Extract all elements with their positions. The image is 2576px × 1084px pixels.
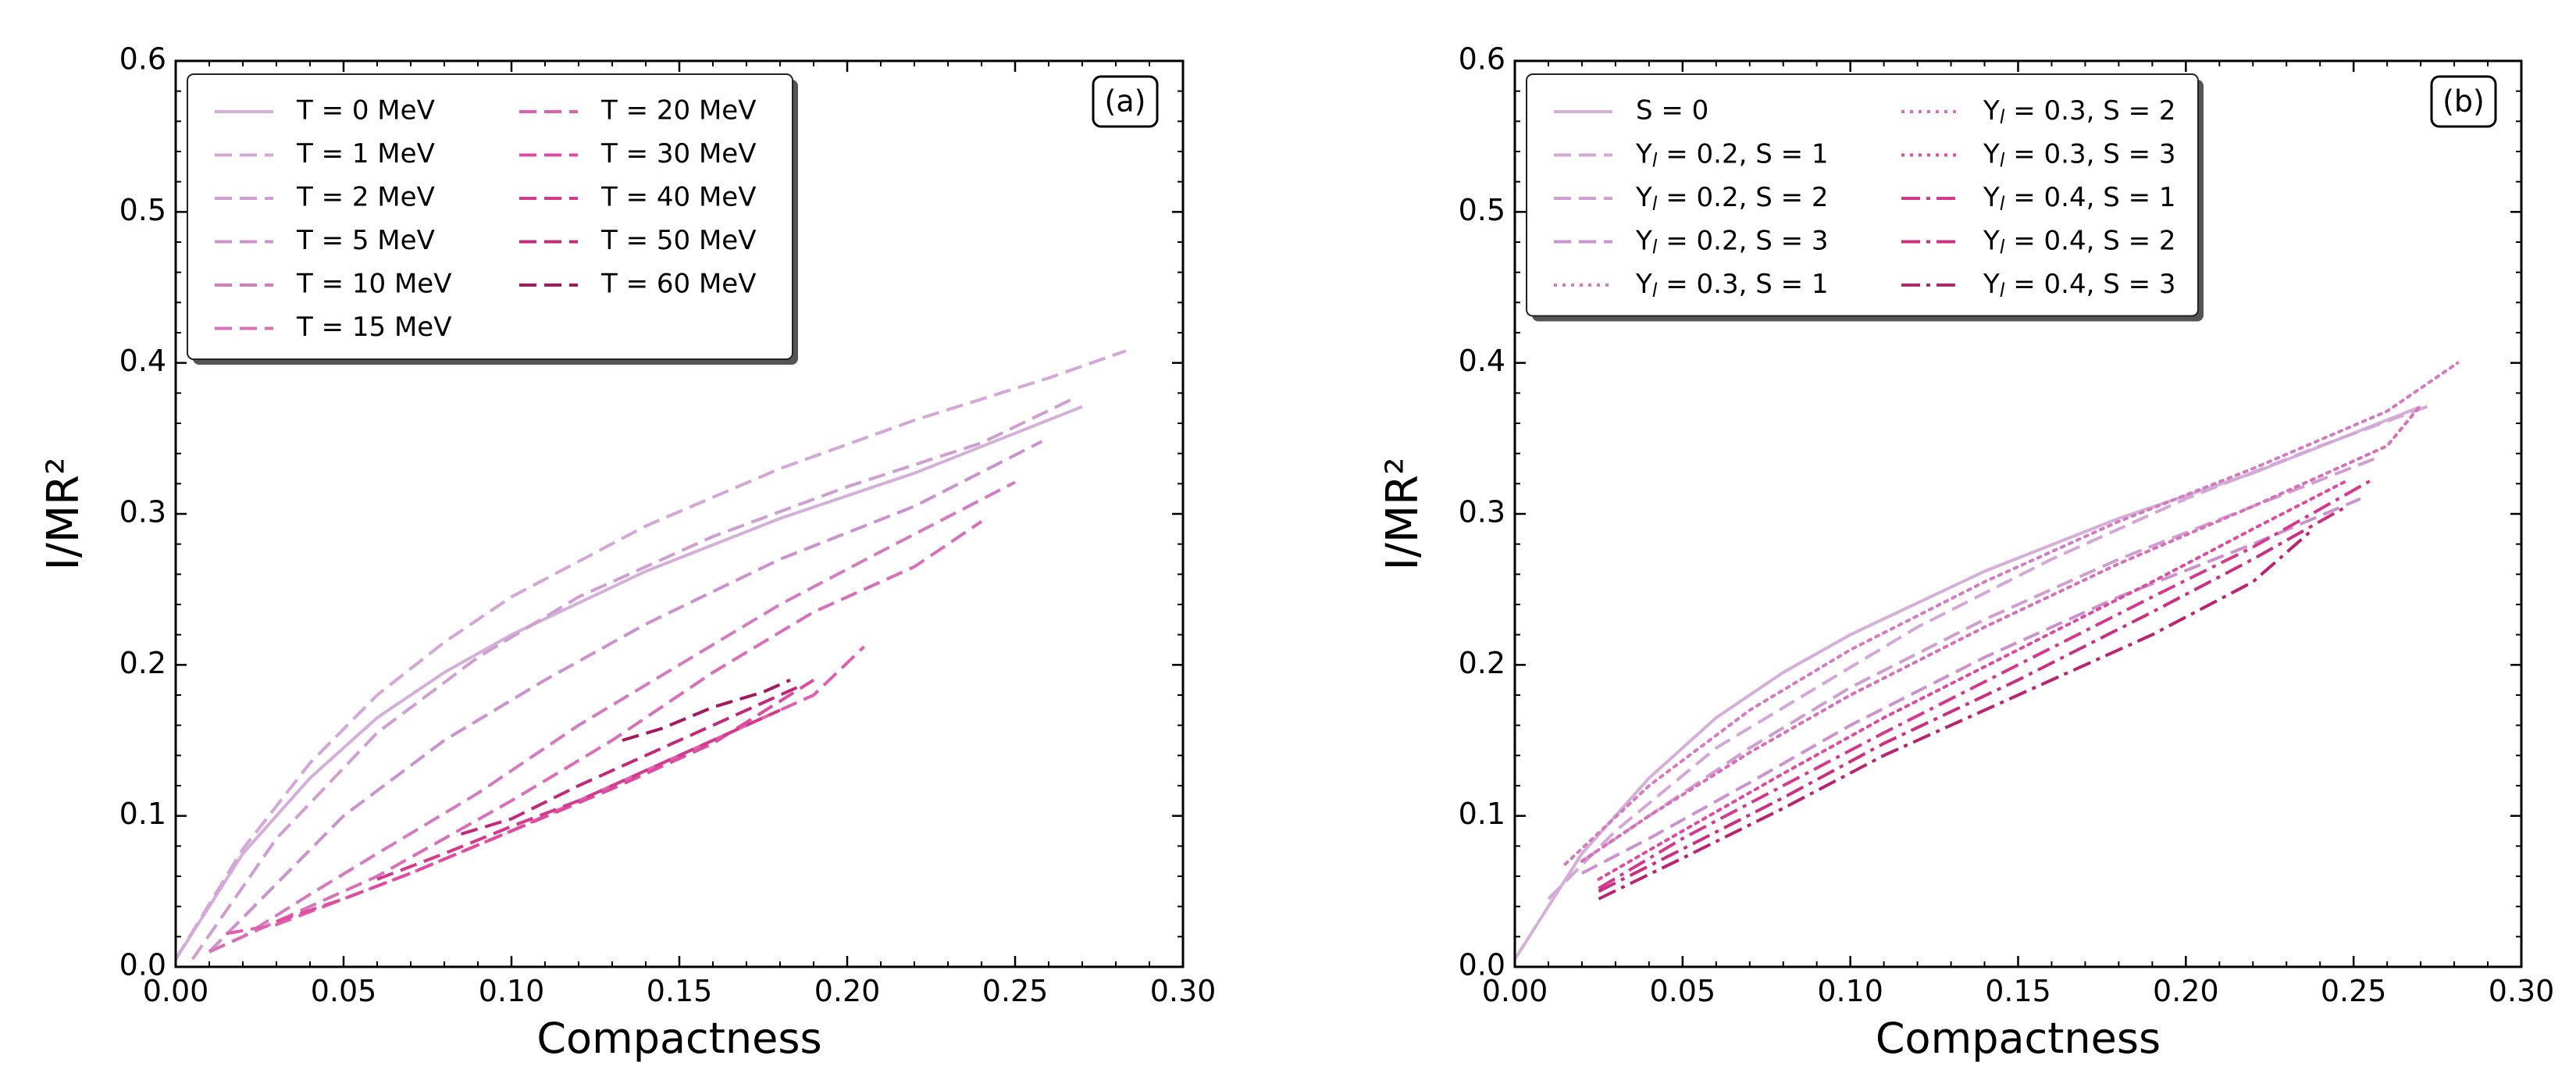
series-line-3 (208, 440, 1043, 954)
legend-label: T = 60 MeV (600, 269, 756, 300)
y-tick-label: 0.2 (1459, 646, 1505, 680)
y-tick-label: 0.4 (1459, 344, 1505, 378)
y-tick-label: 0.6 (1459, 42, 1505, 77)
series-line-0 (176, 405, 1083, 961)
series-line-3 (1580, 497, 2361, 875)
series-line-4 (208, 480, 1016, 954)
y-tick-label: 0.6 (119, 42, 166, 77)
legend-label: T = 50 MeV (600, 225, 756, 256)
series-line-10 (622, 678, 791, 742)
legend: T = 0 MeV T = 1 MeV T = 2 MeV T = 5 MeV T = … (187, 73, 798, 365)
series-line-1 (176, 349, 1127, 961)
panel-label: (a) (1105, 84, 1146, 119)
series-line-2 (191, 396, 1077, 961)
legend-label: T = 10 MeV (296, 269, 451, 300)
x-tick-label: 0.30 (1150, 974, 1217, 1008)
legend-label: T = 1 MeV (296, 138, 435, 169)
legend-label: Yl = 0.4, S = 1 (1983, 182, 2176, 215)
y-axis-label: I/MR² (1377, 457, 1428, 570)
y-tick-label: 0.1 (1459, 797, 1505, 831)
y-tick-label: 0.2 (119, 646, 166, 680)
series-line-0 (1515, 405, 2421, 961)
series-line-5 (208, 520, 983, 954)
y-axis-label: I/MR² (38, 457, 89, 570)
legend-label: T = 0 MeV (296, 95, 435, 127)
y-tick-label: 0.0 (119, 948, 166, 982)
legend-label: Yl = 0.2, S = 1 (1635, 138, 1829, 171)
x-tick-label: 0.00 (1482, 974, 1548, 1008)
data-lines (1515, 361, 2460, 961)
legend: S = 0 Yl = 0.2, S = 1 Yl = 0.2, S = 2 Yl = … (1526, 73, 2204, 322)
series-line-9 (460, 686, 798, 836)
series-line-8 (376, 708, 781, 881)
series-line-9 (1598, 527, 2314, 900)
legend-label: T = 20 MeV (600, 95, 756, 127)
series-line-7 (1598, 479, 2371, 890)
series-line-7 (276, 679, 815, 923)
legend-label: Yl = 0.2, S = 2 (1635, 182, 1829, 215)
x-tick-label: 0.15 (1985, 974, 2051, 1008)
legend-label: Yl = 0.3, S = 1 (1635, 269, 1829, 301)
legend-label: T = 30 MeV (600, 138, 756, 169)
y-tick-label: 0.1 (119, 797, 166, 831)
panel-label: (b) (2442, 84, 2485, 119)
x-tick-label: 0.05 (1650, 974, 1716, 1008)
chart-panel-b: 0.00 0.05 0.10 0.15 0.20 0.25 0.30 0.0 0.1 0.2 0.3… (1377, 42, 2554, 1064)
x-tick-label: 0.20 (2153, 974, 2219, 1008)
x-tick-label: 0.20 (814, 974, 881, 1008)
legend-label: Yl = 0.2, S = 3 (1635, 225, 1829, 258)
x-tick-label: 0.15 (647, 974, 713, 1008)
y-tick-label: 0.3 (119, 495, 166, 530)
legend-label: T = 5 MeV (296, 225, 435, 256)
data-lines (176, 349, 1127, 961)
x-axis-label: Compactness (536, 1014, 821, 1063)
legend-label: Yl = 0.3, S = 2 (1983, 95, 2176, 128)
legend-box (187, 73, 793, 360)
series-line-1 (1547, 403, 2432, 900)
series-line-6 (1597, 479, 2349, 881)
legend-label: T = 15 MeV (296, 312, 451, 343)
x-tick-label: 0.25 (2321, 974, 2387, 1008)
legend-label: Yl = 0.3, S = 3 (1983, 138, 2176, 171)
legend-label: S = 0 (1636, 95, 1708, 127)
x-tick-label: 0.00 (143, 974, 209, 1008)
y-tick-label: 0.3 (1459, 495, 1505, 530)
legend-label: Yl = 0.4, S = 2 (1983, 225, 2176, 258)
x-tick-label: 0.10 (479, 974, 545, 1008)
series-line-4 (1563, 361, 2460, 866)
legend-box (1526, 73, 2199, 317)
legend-label: Yl = 0.4, S = 3 (1983, 269, 2176, 301)
x-tick-label: 0.10 (1817, 974, 1883, 1008)
panel-label-box (1092, 75, 1159, 128)
x-tick-label: 0.25 (982, 974, 1049, 1008)
x-tick-label: 0.30 (2489, 974, 2555, 1008)
series-line-2 (1580, 455, 2382, 863)
x-tick-label: 0.05 (311, 974, 377, 1008)
panel-label-box (2430, 75, 2497, 128)
y-tick-label: 0.5 (119, 193, 166, 227)
legend-label: T = 40 MeV (600, 182, 756, 213)
x-axis-label: Compactness (1876, 1014, 2161, 1063)
y-tick-label: 0.0 (1459, 948, 1505, 982)
y-tick-label: 0.5 (1459, 193, 1505, 227)
legend-label: T = 2 MeV (296, 182, 435, 213)
chart-panel-a: 0.00 0.05 0.10 0.15 0.20 0.25 0.30 0.0 0.1 0.2 0.3… (38, 42, 1216, 1064)
series-line-8 (1598, 505, 2348, 893)
series-line-5 (1580, 403, 2423, 863)
y-tick-label: 0.4 (119, 344, 166, 378)
